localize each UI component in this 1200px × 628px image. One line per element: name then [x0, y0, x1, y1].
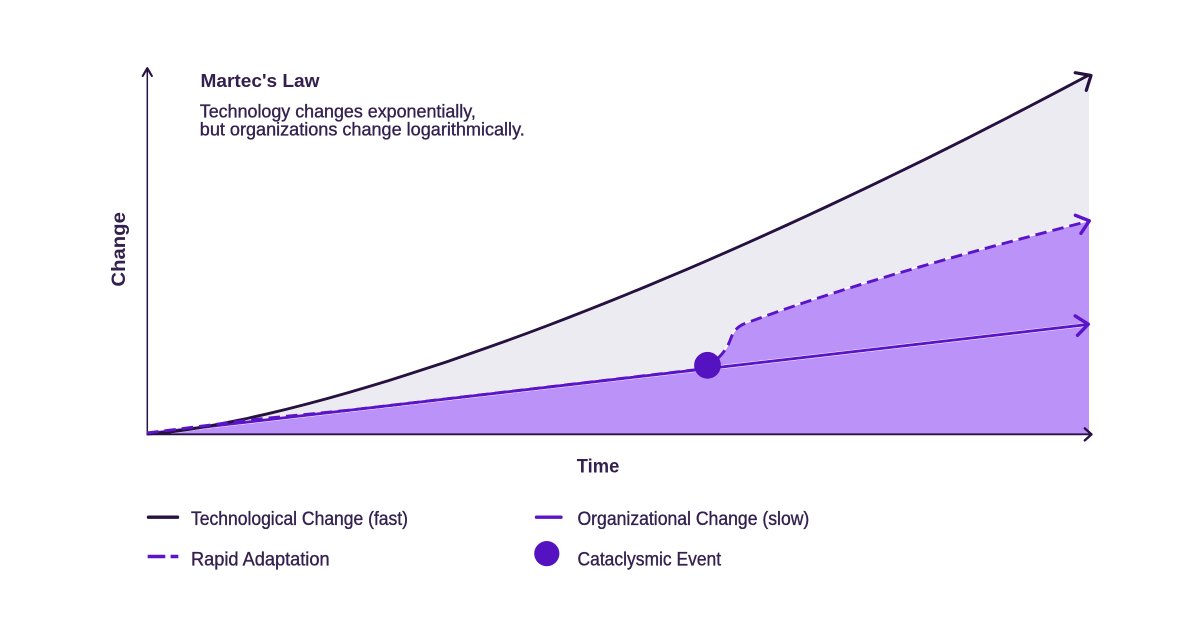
svg-text:Rapid Adaptation: Rapid Adaptation — [191, 549, 330, 570]
svg-text:but organizations change logar: but organizations change logarithmically… — [200, 119, 525, 140]
svg-text:Cataclysmic Event: Cataclysmic Event — [578, 550, 722, 571]
svg-text:Technological Change (fast): Technological Change (fast) — [191, 509, 408, 530]
svg-text:Organizational Change (slow): Organizational Change (slow) — [578, 509, 810, 530]
svg-text:Change: Change — [109, 212, 130, 287]
svg-text:Technology changes exponential: Technology changes exponentially, — [200, 101, 476, 122]
svg-text:Time: Time — [577, 456, 620, 477]
svg-text:Martec's Law: Martec's Law — [201, 71, 321, 91]
